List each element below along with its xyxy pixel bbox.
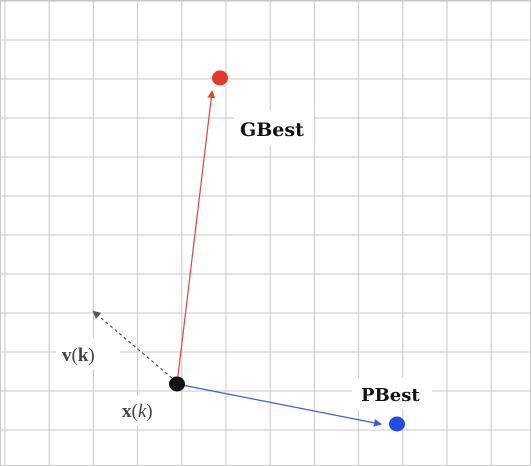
velocity-symbol: v bbox=[62, 345, 72, 366]
position-open-paren: ( bbox=[132, 401, 138, 422]
velocity-arg: k bbox=[78, 345, 89, 366]
pbest-label-bg bbox=[352, 378, 432, 410]
velocity-open-paren: ( bbox=[72, 345, 78, 366]
current-position-point bbox=[169, 376, 185, 392]
arrow-to-gbest bbox=[176, 90, 216, 385]
arrow-to-pbest bbox=[176, 383, 382, 427]
velocity-arrow bbox=[92, 310, 173, 379]
position-arg: k bbox=[138, 401, 147, 422]
position-symbol: x bbox=[122, 401, 132, 422]
gbest-label: GBest bbox=[240, 119, 304, 141]
velocity-label: v(k) bbox=[62, 345, 95, 366]
velocity-label-bg bbox=[56, 338, 120, 370]
pbest-label: PBest bbox=[361, 385, 420, 406]
gbest-label-bg bbox=[234, 111, 314, 145]
pbest-point bbox=[389, 416, 405, 432]
position-label-bg bbox=[116, 396, 178, 426]
position-close-paren: ) bbox=[146, 401, 152, 422]
gbest-point bbox=[212, 70, 228, 86]
velocity-close-paren: ) bbox=[88, 345, 94, 366]
position-label: x(k) bbox=[122, 401, 153, 422]
